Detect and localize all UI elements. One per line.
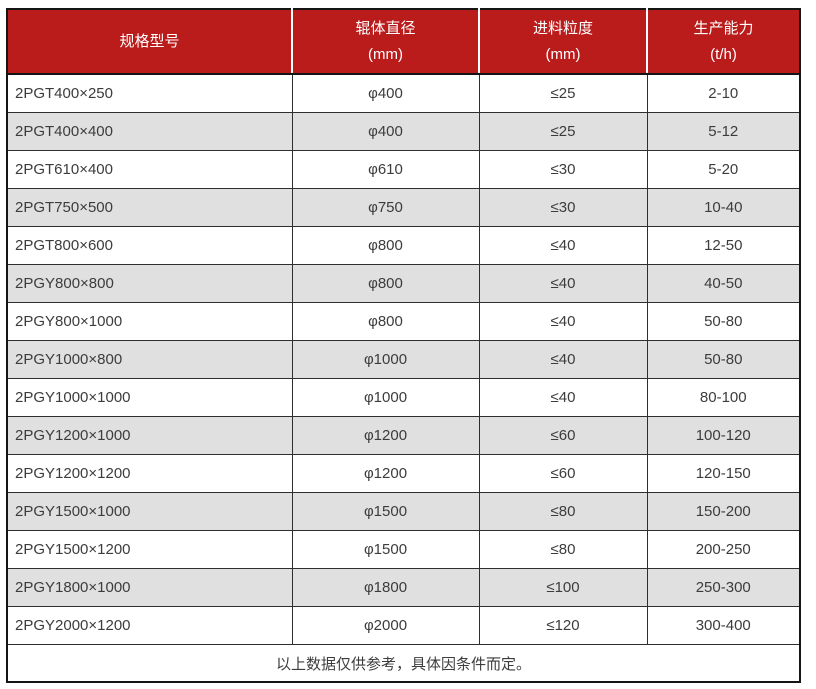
- model-cell: 2PGY1000×1000: [6, 378, 293, 417]
- model-cell: 2PGY1800×1000: [6, 568, 293, 607]
- model-cell: 2PGT750×500: [6, 188, 293, 227]
- table-row: 2PGY1800×1000 φ1800 ≤100 250-300: [6, 568, 801, 607]
- spec-table: 规格型号 辊体直径 (mm) 进料粒度 (mm) 生产能力 (t/h) 2PGT400×25…: [6, 8, 801, 683]
- table-row: 2PGT400×250 φ400 ≤25 2-10: [6, 73, 801, 113]
- feed-size-cell: ≤25: [478, 112, 648, 151]
- capacity-cell: 5-12: [646, 112, 801, 151]
- table-row: 2PGY1000×800 φ1000 ≤40 50-80: [6, 340, 801, 379]
- table-row: 2PGT400×400 φ400 ≤25 5-12: [6, 112, 801, 151]
- diameter-cell: φ610: [291, 150, 480, 189]
- table-row: 2PGY1200×1000 φ1200 ≤60 100-120: [6, 416, 801, 455]
- capacity-cell: 100-120: [646, 416, 801, 455]
- diameter-cell: φ1000: [291, 340, 480, 379]
- capacity-cell: 2-10: [646, 73, 801, 113]
- column-header-model: 规格型号: [7, 9, 292, 75]
- feed-size-cell: ≤40: [478, 378, 648, 417]
- capacity-cell: 5-20: [646, 150, 801, 189]
- capacity-cell: 40-50: [646, 264, 801, 303]
- footnote-text: 以上数据仅供参考，具体因条件而定。: [7, 644, 800, 682]
- table-row: 2PGY1500×1200 φ1500 ≤80 200-250: [6, 530, 801, 569]
- column-header-line: (mm): [368, 45, 403, 63]
- capacity-cell: 12-50: [646, 226, 801, 265]
- column-header-capacity: 生产能力 (t/h): [646, 9, 800, 75]
- header-row: 规格型号 辊体直径 (mm) 进料粒度 (mm) 生产能力 (t/h): [7, 9, 800, 75]
- capacity-cell: 80-100: [646, 378, 801, 417]
- column-header-diameter: 辊体直径 (mm): [291, 9, 479, 75]
- model-cell: 2PGY1500×1200: [6, 530, 293, 569]
- diameter-cell: φ1800: [291, 568, 480, 607]
- diameter-cell: φ1500: [291, 492, 480, 531]
- model-cell: 2PGY800×800: [6, 264, 293, 303]
- diameter-cell: φ2000: [291, 606, 480, 645]
- diameter-cell: φ800: [291, 264, 480, 303]
- diameter-cell: φ1200: [291, 416, 480, 455]
- diameter-cell: φ1200: [291, 454, 480, 493]
- capacity-cell: 50-80: [646, 340, 801, 379]
- footnote-row: 以上数据仅供参考，具体因条件而定。: [7, 644, 800, 682]
- model-cell: 2PGT800×600: [6, 226, 293, 265]
- capacity-cell: 50-80: [646, 302, 801, 341]
- capacity-cell: 300-400: [646, 606, 801, 645]
- capacity-cell: 120-150: [646, 454, 801, 493]
- table-header: 规格型号 辊体直径 (mm) 进料粒度 (mm) 生产能力 (t/h): [7, 9, 800, 75]
- capacity-cell: 10-40: [646, 188, 801, 227]
- diameter-cell: φ400: [291, 73, 480, 113]
- table-row: 2PGT610×400 φ610 ≤30 5-20: [6, 150, 801, 189]
- feed-size-cell: ≤120: [478, 606, 648, 645]
- model-cell: 2PGY800×1000: [6, 302, 293, 341]
- model-cell: 2PGY2000×1200: [6, 606, 293, 645]
- capacity-cell: 200-250: [646, 530, 801, 569]
- diameter-cell: φ800: [291, 226, 480, 265]
- feed-size-cell: ≤80: [478, 492, 648, 531]
- diameter-cell: φ1500: [291, 530, 480, 569]
- feed-size-cell: ≤60: [478, 454, 648, 493]
- model-cell: 2PGY1200×1000: [6, 416, 293, 455]
- capacity-cell: 250-300: [646, 568, 801, 607]
- diameter-cell: φ1000: [291, 378, 480, 417]
- feed-size-cell: ≤40: [478, 340, 648, 379]
- model-cell: 2PGT400×250: [6, 73, 293, 113]
- table-row: 2PGY2000×1200 φ2000 ≤120 300-400: [6, 606, 801, 645]
- model-cell: 2PGY1500×1000: [6, 492, 293, 531]
- column-header-line: (mm): [545, 45, 581, 63]
- table-row: 2PGT750×500 φ750 ≤30 10-40: [6, 188, 801, 227]
- diameter-cell: φ400: [291, 112, 480, 151]
- column-header-line: 生产能力: [693, 19, 754, 37]
- capacity-cell: 150-200: [646, 492, 801, 531]
- diameter-cell: φ800: [291, 302, 480, 341]
- feed-size-cell: ≤60: [478, 416, 648, 455]
- table-row: 2PGY1500×1000 φ1500 ≤80 150-200: [6, 492, 801, 531]
- feed-size-cell: ≤40: [478, 302, 648, 341]
- table-row: 2PGY800×800 φ800 ≤40 40-50: [6, 264, 801, 303]
- table-body: 2PGT400×250 φ400 ≤25 2-10 2PGT400×400 φ400 ≤25…: [6, 73, 801, 645]
- model-cell: 2PGT400×400: [6, 112, 293, 151]
- table-row: 2PGY1200×1200 φ1200 ≤60 120-150: [6, 454, 801, 493]
- feed-size-cell: ≤40: [478, 226, 648, 265]
- feed-size-cell: ≤80: [478, 530, 648, 569]
- table-row: 2PGT800×600 φ800 ≤40 12-50: [6, 226, 801, 265]
- feed-size-cell: ≤30: [478, 188, 648, 227]
- column-header-line: 规格型号: [119, 32, 180, 50]
- feed-size-cell: ≤25: [478, 73, 648, 113]
- feed-size-cell: ≤30: [478, 150, 648, 189]
- table-row: 2PGY1000×1000 φ1000 ≤40 80-100: [6, 378, 801, 417]
- column-header-line: (t/h): [710, 45, 737, 63]
- column-header-feed: 进料粒度 (mm): [478, 9, 647, 75]
- table-footer: 以上数据仅供参考，具体因条件而定。: [7, 644, 800, 682]
- feed-size-cell: ≤40: [478, 264, 648, 303]
- column-header-line: 辊体直径: [355, 19, 416, 37]
- column-header-line: 进料粒度: [532, 19, 593, 37]
- table-row: 2PGY800×1000 φ800 ≤40 50-80: [6, 302, 801, 341]
- model-cell: 2PGY1200×1200: [6, 454, 293, 493]
- feed-size-cell: ≤100: [478, 568, 648, 607]
- model-cell: 2PGY1000×800: [6, 340, 293, 379]
- diameter-cell: φ750: [291, 188, 480, 227]
- model-cell: 2PGT610×400: [6, 150, 293, 189]
